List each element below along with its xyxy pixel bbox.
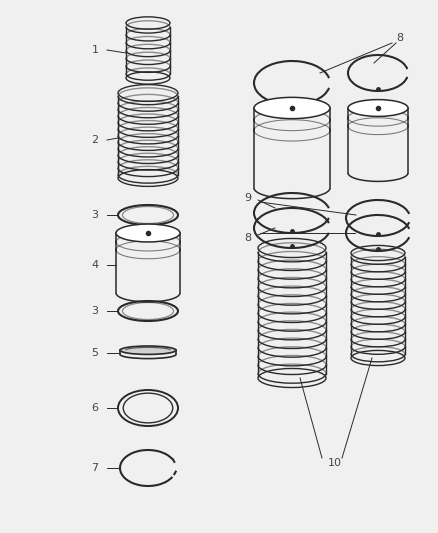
Text: 4: 4 <box>91 260 99 270</box>
Text: 5: 5 <box>91 348 98 358</box>
Text: 10: 10 <box>327 458 341 468</box>
Text: 8: 8 <box>396 33 403 43</box>
Text: 2: 2 <box>91 135 99 145</box>
Text: 1: 1 <box>91 45 98 55</box>
Text: 9: 9 <box>244 193 251 203</box>
Text: 8: 8 <box>244 233 251 243</box>
Ellipse shape <box>120 346 176 354</box>
Ellipse shape <box>347 100 407 116</box>
Text: 3: 3 <box>91 306 98 316</box>
Ellipse shape <box>116 224 180 242</box>
Text: 6: 6 <box>91 403 98 413</box>
Text: 7: 7 <box>91 463 99 473</box>
Text: 3: 3 <box>91 210 98 220</box>
Ellipse shape <box>254 98 329 119</box>
